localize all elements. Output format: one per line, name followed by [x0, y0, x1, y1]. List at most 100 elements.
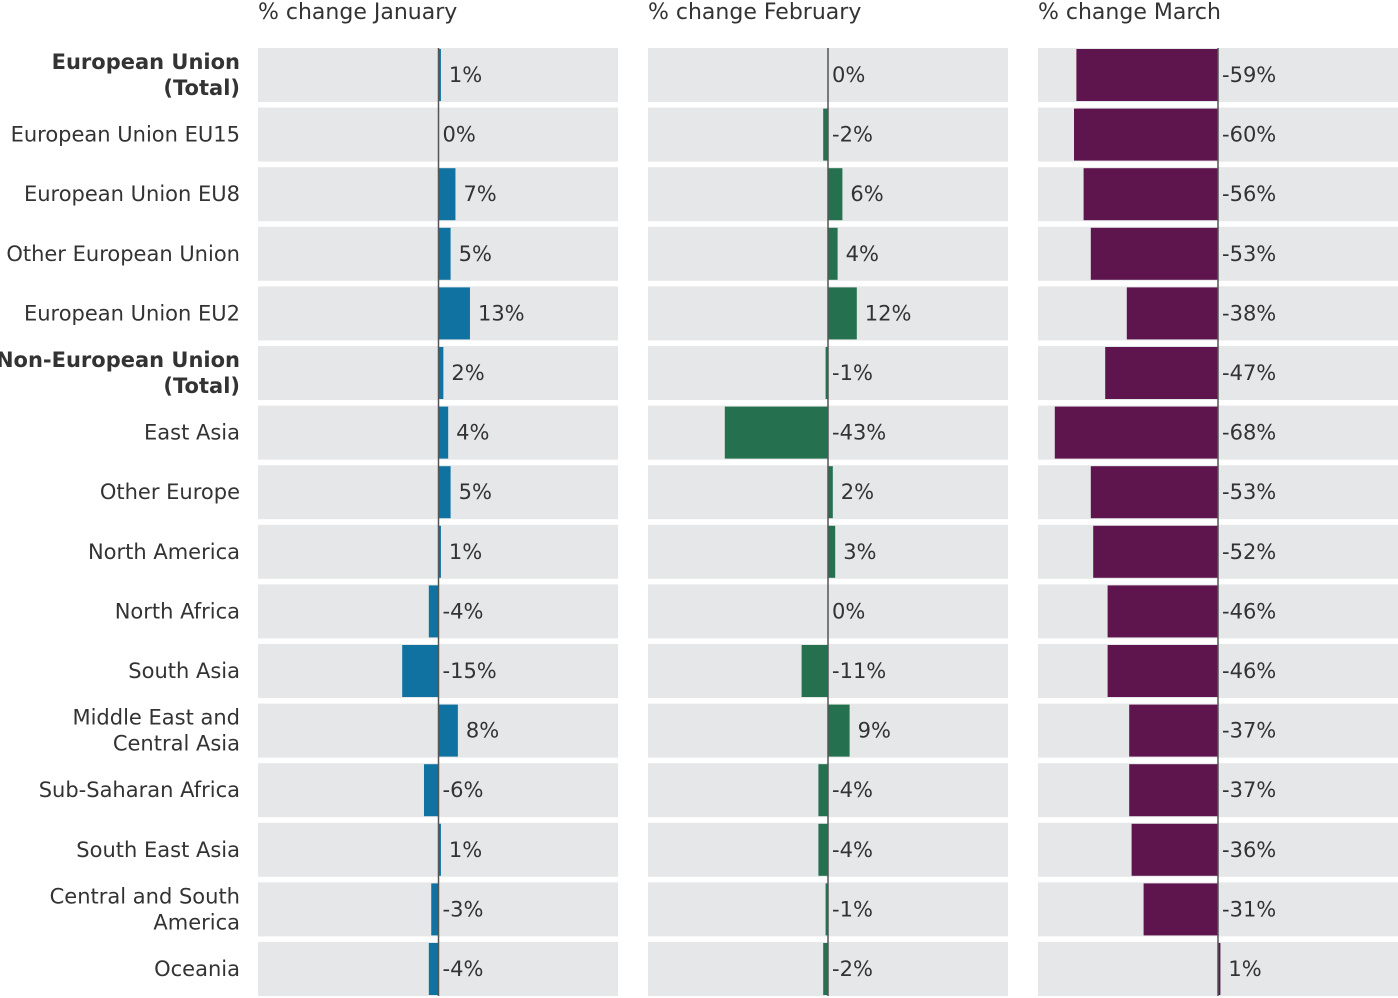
value-label: -1% [832, 361, 873, 385]
bar-2-6 [825, 347, 828, 399]
value-label: 3% [843, 540, 876, 564]
value-labels: 1% 0% 7% 5% 13% 2% 4% 5% 1% -4% -15% 8% -6% 1% -3% -4% 0… [443, 63, 1277, 981]
category-label: European Union EU15 [11, 123, 240, 147]
bar-2-8 [828, 466, 833, 519]
category-label: East Asia [144, 421, 240, 445]
value-label: 2% [841, 480, 874, 504]
value-label: -11% [832, 659, 886, 683]
value-label: -60% [1222, 123, 1276, 147]
value-label: 6% [850, 182, 883, 206]
value-label: -4% [443, 599, 484, 623]
category-label: Other Europe [100, 480, 240, 504]
value-label: -37% [1222, 719, 1276, 743]
value-label: -37% [1222, 778, 1276, 802]
value-label: 5% [459, 242, 492, 266]
value-label: 1% [1228, 957, 1261, 981]
value-label: -31% [1222, 897, 1276, 921]
value-label: 5% [459, 480, 492, 504]
bar-2-5 [828, 287, 857, 340]
bar-2-9 [828, 525, 836, 578]
value-label: -46% [1222, 659, 1276, 683]
value-label: 9% [858, 719, 891, 743]
bar-3-13 [1129, 764, 1218, 817]
category-label: Non-European Union (Total) [0, 348, 240, 398]
bar-1-7 [438, 406, 449, 459]
bar-3-15 [1143, 883, 1218, 936]
bar-2-2 [823, 108, 828, 161]
value-label: 8% [466, 719, 499, 743]
category-label: South Asia [128, 659, 240, 683]
bar-1-15 [431, 883, 439, 936]
value-label: -4% [832, 778, 873, 802]
value-label: -52% [1222, 540, 1276, 564]
value-label: -6% [443, 778, 484, 802]
value-label: -36% [1222, 838, 1276, 862]
bar-1-3 [438, 168, 456, 221]
bar-3-9 [1093, 525, 1218, 578]
value-label: -46% [1222, 599, 1276, 623]
value-label: -2% [832, 123, 873, 147]
value-label: -59% [1222, 63, 1276, 87]
bar-2-13 [818, 764, 828, 817]
bar-2-15 [825, 883, 828, 936]
bar-2-14 [818, 823, 828, 876]
bar-2-11 [801, 645, 828, 697]
bar-2-4 [828, 227, 838, 280]
bar-3-1 [1076, 49, 1218, 101]
bar-3-16 [1218, 943, 1221, 995]
value-label: 12% [865, 301, 912, 325]
value-label: 2% [451, 361, 484, 385]
bar-3-6 [1105, 347, 1218, 399]
category-label: Oceania [154, 957, 240, 981]
category-label: South East Asia [76, 838, 240, 862]
bar-3-3 [1083, 168, 1218, 221]
bars [402, 49, 1221, 995]
value-label: -15% [443, 659, 497, 683]
panel-titles: % change January % change February % chang… [258, 0, 1221, 25]
panel-title-3: % change March [1038, 0, 1221, 25]
value-label: 4% [846, 242, 879, 266]
bar-3-10 [1107, 585, 1218, 638]
panel-title-2: % change February [648, 0, 861, 25]
bar-1-1 [438, 49, 441, 101]
category-label: European Union (Total) [52, 50, 240, 100]
value-label: 13% [478, 301, 525, 325]
category-label: Middle East and Central Asia [72, 706, 240, 756]
bar-1-16 [428, 943, 439, 995]
bar-1-11 [402, 645, 439, 697]
bar-1-14 [438, 823, 441, 876]
bar-3-5 [1126, 287, 1218, 340]
value-label: -56% [1222, 182, 1276, 206]
value-label: -3% [443, 897, 484, 921]
category-label: European Union EU2 [24, 301, 240, 325]
category-labels: European Union (Total) European Union EU15… [0, 50, 240, 981]
category-label: North America [88, 540, 240, 564]
category-label: North Africa [115, 599, 240, 623]
bar-3-12 [1129, 704, 1218, 757]
bar-3-7 [1054, 406, 1218, 459]
value-label: -53% [1222, 480, 1276, 504]
category-label: Other European Union [6, 242, 240, 266]
bar-1-8 [438, 466, 451, 519]
value-label: 1% [449, 838, 482, 862]
bar-1-4 [438, 227, 451, 280]
value-label: -2% [832, 957, 873, 981]
value-label: -4% [443, 957, 484, 981]
panel-title-1: % change January [258, 0, 457, 25]
bar-3-11 [1107, 645, 1218, 697]
value-label: 4% [456, 421, 489, 445]
value-label: 7% [463, 182, 496, 206]
zero-lines [437, 48, 1219, 996]
value-label: 0% [832, 599, 865, 623]
bar-1-6 [438, 347, 444, 399]
category-label: Sub-Saharan Africa [39, 778, 240, 802]
bar-3-2 [1074, 108, 1218, 161]
bar-1-9 [438, 525, 441, 578]
category-label: Central and South America [50, 884, 240, 934]
value-label: 0% [443, 123, 476, 147]
bar-2-3 [828, 168, 843, 221]
value-label: 1% [449, 540, 482, 564]
category-label: European Union EU8 [24, 182, 240, 206]
bar-1-5 [438, 287, 470, 340]
